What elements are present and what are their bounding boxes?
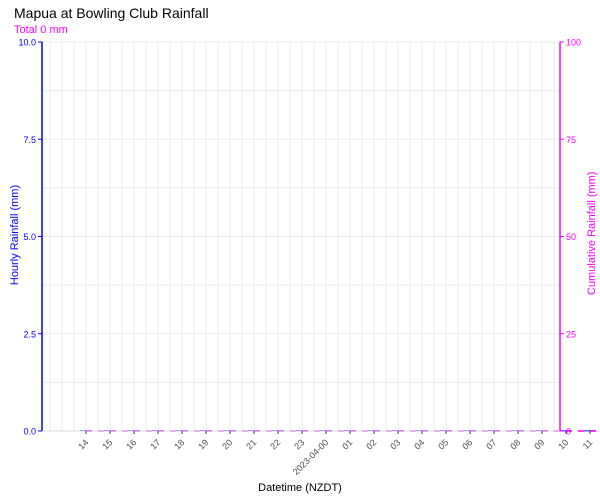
x-tick-label: 11 [581, 437, 595, 451]
grid-lines [42, 41, 560, 432]
x-tick-label: 16 [124, 437, 138, 451]
x-tick-label: 23 [292, 437, 306, 451]
x-tick-label: 01 [340, 437, 354, 451]
y-right-tick-label: 25 [566, 329, 576, 339]
x-tick-label: 17 [148, 437, 162, 451]
x-tick-label: 14 [76, 437, 90, 451]
x-tick-label: 09 [532, 437, 546, 451]
y-right-tick-label: 50 [566, 232, 576, 242]
x-axis-label: Datetime (NZDT) [258, 482, 342, 494]
x-tick-label: 21 [244, 437, 258, 451]
chart-title: Mapua at Bowling Club Rainfall [14, 5, 209, 21]
chart-subtitle: Total 0 mm [14, 24, 68, 36]
y-right-tick-label: 75 [566, 135, 576, 145]
x-tick-label: 05 [436, 437, 450, 451]
x-tick-label: 06 [460, 437, 474, 451]
y-axis-right-label: Cumulative Rainfall (mm) [586, 171, 598, 295]
y-left-tick-label: 7.5 [23, 135, 36, 145]
x-tick-label: 20 [220, 437, 234, 451]
x-tick-label: 15 [100, 437, 114, 451]
x-tick-label: 08 [508, 437, 522, 451]
y-left-tick-label: 2.5 [23, 329, 36, 339]
y-right-tick-label: 0 [566, 427, 571, 437]
y-left-tick-label: 5.0 [23, 232, 36, 242]
y-right-tick-label: 100 [566, 38, 581, 48]
x-tick-label: 22 [268, 437, 282, 451]
x-tick-label: 07 [484, 437, 498, 451]
x-tick-label: 04 [412, 437, 426, 451]
x-tick-label: 10 [556, 437, 570, 451]
x-tick-label: 02 [364, 437, 378, 451]
y-left-tick-label: 10.0 [18, 38, 36, 48]
x-tick-label: 19 [196, 437, 210, 451]
y-axis-left-label: Hourly Rainfall (mm) [9, 184, 21, 286]
tick-labels: 0.0 2.5 5.0 7.5 10.0 0 25 50 75 100 14 15 16 17 18 19 20… [18, 38, 595, 477]
y-left-tick-label: 0.0 [23, 427, 36, 437]
x-tick-label: 18 [172, 437, 186, 451]
x-tick-label: 03 [388, 437, 402, 451]
